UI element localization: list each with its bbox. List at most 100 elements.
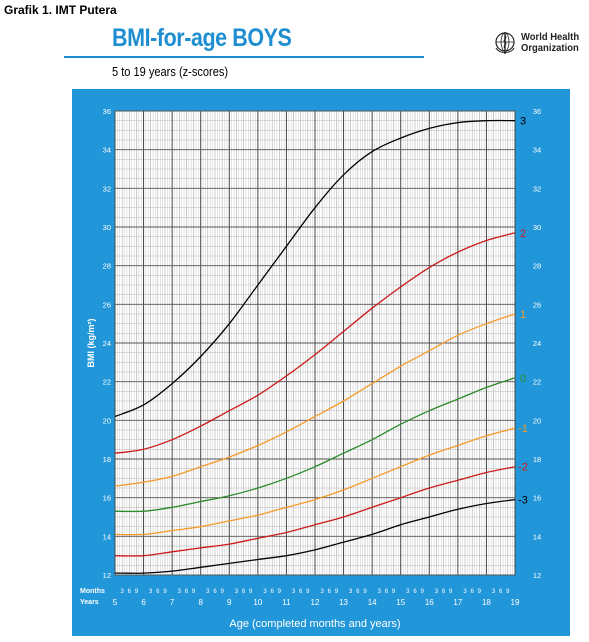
month-tick-label: 3 [378,589,382,595]
y-tick-label-right: 16 [533,494,541,503]
y-tick-label-right: 12 [533,571,541,580]
y-tick-label-right: 30 [533,223,541,232]
x-tick-label: 17 [453,598,462,607]
curve-z-2 [114,466,516,557]
curve-label-z-3: -3 [518,495,528,507]
who-emblem-icon [495,32,515,54]
month-tick-label: 3 [463,589,467,595]
title-underline [64,56,424,58]
y-tick-label-right: 20 [533,416,541,425]
x-tick-label: 7 [170,598,175,607]
month-tick-label: 9 [249,589,253,595]
y-tick-label-right: 34 [533,146,541,155]
y-tick-label-right: 36 [533,107,541,116]
who-name: World Health Organization [521,32,579,54]
curve-label-z-1: -1 [518,423,528,435]
y-tick-label-left: 36 [103,107,111,116]
x-tick-label: 10 [253,598,262,607]
month-tick-label: 6 [299,589,303,595]
x-tick-label: 11 [282,598,291,607]
curve-z-3 [114,498,516,574]
month-tick-label: 3 [435,589,439,595]
y-tick-label-left: 26 [103,300,111,309]
x-axis-title: Age (completed months and years) [229,618,400,630]
month-tick-label: 9 [192,589,196,595]
x-tick-label: 15 [396,598,405,607]
x-tick-label: 18 [482,598,491,607]
month-tick-label: 3 [406,589,410,595]
y-tick-label-right: 26 [533,300,541,309]
months-row-label: Months [80,588,105,595]
month-tick-label: 3 [178,589,182,595]
x-tick-label: 13 [339,598,348,607]
month-tick-label: 6 [385,589,389,595]
who-name-line2: Organization [521,42,579,54]
who-name-line1: World Health [521,31,580,43]
who-logo: World Health Organization [493,30,586,56]
y-tick-label-left: 18 [103,455,111,464]
curve-z3 [114,119,516,418]
y-tick-label-left: 20 [103,416,111,425]
month-tick-label: 9 [163,589,167,595]
x-tick-label: 19 [511,598,520,607]
month-tick-label: 9 [478,589,482,595]
y-tick-label-right: 18 [533,455,541,464]
month-tick-label: 9 [335,589,339,595]
chart-frame: 12 12 14 14 16 16 18 18 20 20 22 22 24 24 26 26 28 28 30 30… [72,89,570,636]
y-tick-label-right: 14 [533,532,541,541]
chart-title: BMI-for-age BOYS [112,24,292,52]
curve-z-1 [114,427,516,536]
month-tick-label: 9 [506,589,510,595]
x-tick-label: 14 [368,598,377,607]
x-tick-label: 16 [425,598,434,607]
month-tick-label: 9 [449,589,453,595]
month-tick-label: 3 [235,589,239,595]
y-tick-label-left: 34 [103,146,111,155]
month-tick-label: 6 [413,589,417,595]
years-row-label: Years [80,599,99,606]
month-tick-label: 6 [156,589,160,595]
month-tick-label: 6 [442,589,446,595]
month-tick-label: 9 [392,589,396,595]
month-tick-label: 3 [320,589,324,595]
month-tick-label: 9 [278,589,282,595]
month-tick-label: 9 [420,589,424,595]
curve-label-z3: 3 [520,116,526,128]
figure-caption: Grafik 1. IMT Putera [4,3,117,17]
month-tick-label: 3 [492,589,496,595]
month-tick-label: 9 [306,589,310,595]
y-tick-label-right: 24 [533,339,541,348]
month-tick-label: 9 [220,589,224,595]
y-tick-label-right: 28 [533,262,541,271]
chart-subtitle: 5 to 19 years (z-scores) [112,64,229,79]
month-tick-label: 6 [185,589,189,595]
y-tick-label-left: 14 [103,532,111,541]
curve-label-z-2: -2 [518,462,528,474]
y-tick-label-left: 22 [103,378,111,387]
curve-z2 [114,232,516,454]
y-axis-title: BMI (kg/m²) [86,319,96,368]
x-tick-label: 12 [311,598,320,607]
month-tick-label: 3 [149,589,153,595]
y-tick-label-right: 32 [533,184,541,193]
grid-major [114,110,516,576]
y-tick-label-left: 28 [103,262,111,271]
month-tick-label: 6 [128,589,132,595]
month-tick-label: 3 [263,589,267,595]
z-score-curves [114,119,516,574]
x-tick-label: 6 [141,598,146,607]
y-tick-label-left: 30 [103,223,111,232]
x-tick-label: 5 [113,598,118,607]
y-tick-label-left: 12 [103,571,111,580]
month-tick-label: 3 [349,589,353,595]
y-tick-label-left: 16 [103,494,111,503]
curve-z1 [114,313,516,487]
y-tick-label-left: 32 [103,184,111,193]
month-tick-label: 3 [206,589,210,595]
month-tick-label: 9 [363,589,367,595]
month-tick-label: 6 [213,589,217,595]
x-tick-label: 9 [227,598,232,607]
curve-label-z1: 1 [520,309,526,321]
